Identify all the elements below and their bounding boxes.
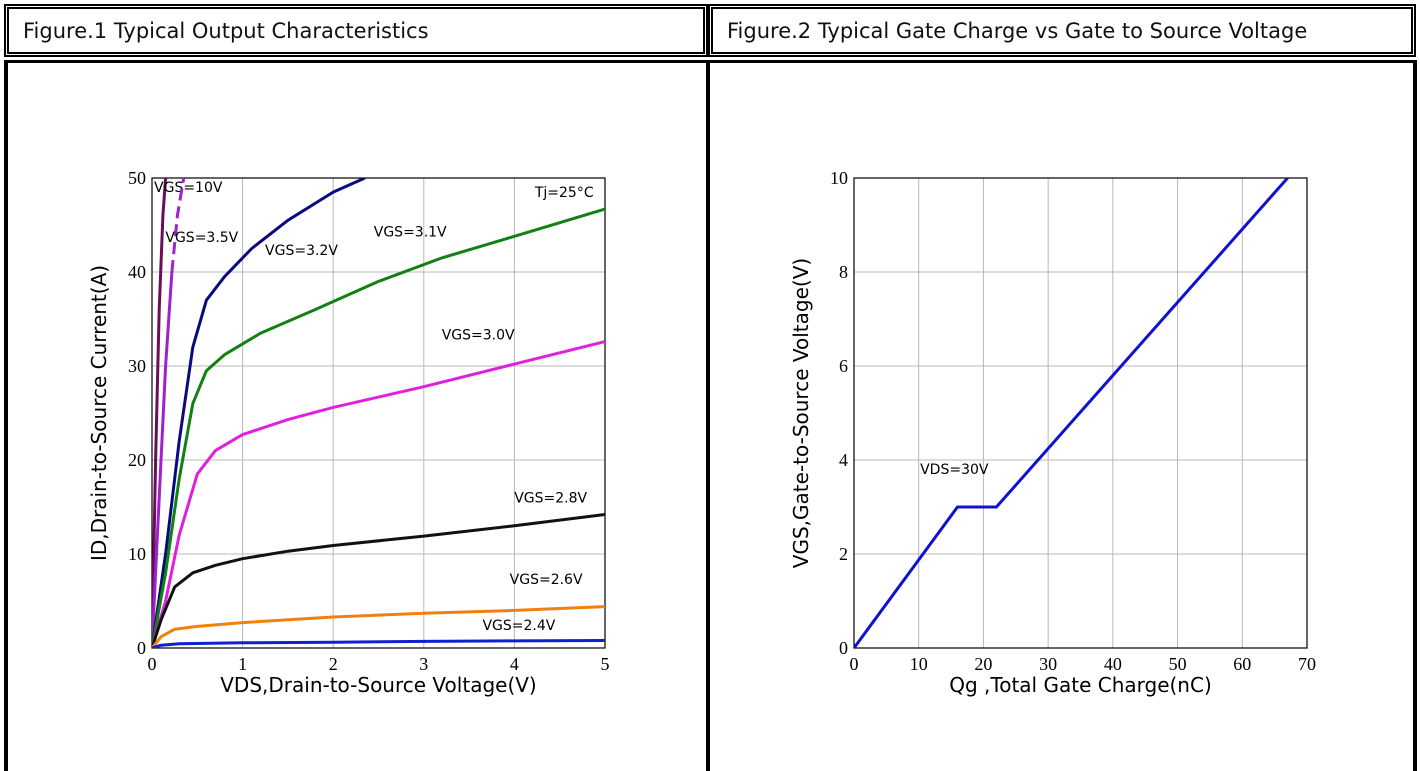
series-label-vgs-3-0v: VGS=3.0V (442, 328, 515, 344)
series-label-vgs-10v: VGS=10V (154, 180, 223, 196)
right-border (1413, 62, 1417, 771)
x-tick-label: 1 (238, 654, 247, 674)
series-line-vgs-3-0v (152, 340, 605, 648)
series-line-gate-charge (854, 178, 1289, 648)
figure-1-title: Figure.1 Typical Output Characteristics (23, 18, 429, 43)
x-tick-label: 0 (850, 654, 859, 674)
series-label-vgs-2-8v: VGS=2.8V (514, 490, 587, 506)
figure-2-title: Figure.2 Typical Gate Charge vs Gate to … (727, 18, 1308, 43)
y-tick-label: 2 (839, 544, 848, 564)
series-line-vgs-3-5v-dashed (170, 178, 186, 273)
header-divider (4, 60, 1417, 63)
y-tick-label: 50 (128, 168, 146, 188)
x-tick-label: 40 (1104, 654, 1122, 674)
middle-border (706, 62, 710, 771)
y-axis-title: ID,Drain-to-Source Current(A) (87, 265, 111, 561)
figure-2-header: Figure.2 Typical Gate Charge vs Gate to … (708, 4, 1416, 57)
x-tick-label: 30 (1039, 654, 1057, 674)
plot-area (151, 177, 606, 649)
y-tick-label: 30 (128, 356, 146, 376)
y-tick-label: 6 (839, 356, 848, 376)
series-label-vgs-3-5v: VGS=3.5V (165, 230, 238, 246)
series-label-vgs-3-2v: VGS=3.2V (265, 243, 338, 259)
figure-1-header: Figure.1 Typical Output Characteristics (4, 4, 708, 57)
series-line-vgs-3-2v (152, 178, 366, 648)
x-tick-label: 4 (510, 654, 519, 674)
y-tick-label: 4 (839, 450, 848, 470)
series-line-vgs-2-8v (152, 513, 605, 648)
x-tick-label: 60 (1233, 654, 1251, 674)
series-line-vgs-3-5v (152, 271, 174, 648)
x-tick-label: 0 (148, 654, 157, 674)
series-line-vgs-10v (152, 178, 168, 648)
left-border (4, 62, 8, 771)
annotation: Tj=25°C (534, 185, 594, 201)
x-tick-label: 2 (329, 654, 338, 674)
series-label-vgs-2-4v: VGS=2.4V (482, 618, 555, 634)
y-tick-label: 0 (137, 638, 146, 658)
gate-charge-chart: 0 10 20 30 40 50 60 70 0 2 4 6 8 10 Qg ,Total Gate Cha… (789, 168, 1316, 697)
y-tick-label: 8 (839, 262, 848, 282)
series-label-vgs-3-1v: VGS=3.1V (374, 224, 447, 240)
x-tick-label: 10 (910, 654, 928, 674)
series-label-vgs-2-6v: VGS=2.6V (510, 572, 583, 588)
x-axis-title: VDS,Drain-to-Source Voltage(V) (220, 673, 536, 697)
plot-area (853, 177, 1308, 649)
y-axis-title: VGS,Gate-to-Source Voltage(V) (789, 258, 813, 568)
series-line-vgs-2-4v (152, 639, 605, 648)
y-tick-label: 40 (128, 262, 146, 282)
x-tick-label: 70 (1298, 654, 1316, 674)
y-tick-label: 0 (839, 638, 848, 658)
y-tick-label: 10 (128, 544, 146, 564)
y-tick-label: 10 (830, 168, 848, 188)
series-line-vgs-3-1v (152, 207, 605, 648)
x-tick-label: 20 (974, 654, 992, 674)
x-tick-label: 50 (1169, 654, 1187, 674)
x-tick-label: 5 (601, 654, 610, 674)
x-tick-label: 3 (419, 654, 428, 674)
annotation: VDS=30V (920, 462, 989, 478)
x-axis-title: Qg ,Total Gate Charge(nC) (949, 673, 1212, 697)
y-tick-label: 20 (128, 450, 146, 470)
series-line-vgs-2-6v (152, 605, 605, 648)
